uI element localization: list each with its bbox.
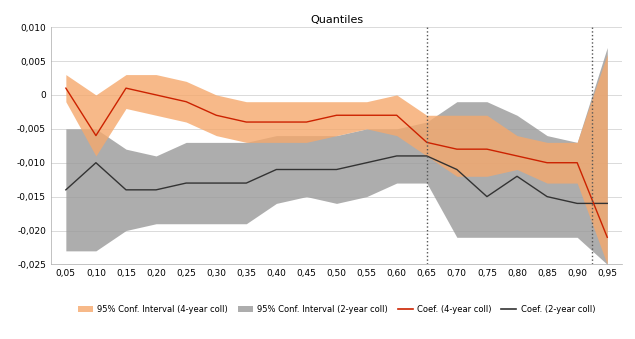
Title: Quantiles: Quantiles xyxy=(310,15,363,25)
Legend: 95% Conf. Interval (4-year coll), 95% Conf. Interval (2-year coll), Coef. (4-yea: 95% Conf. Interval (4-year coll), 95% Co… xyxy=(75,302,598,318)
